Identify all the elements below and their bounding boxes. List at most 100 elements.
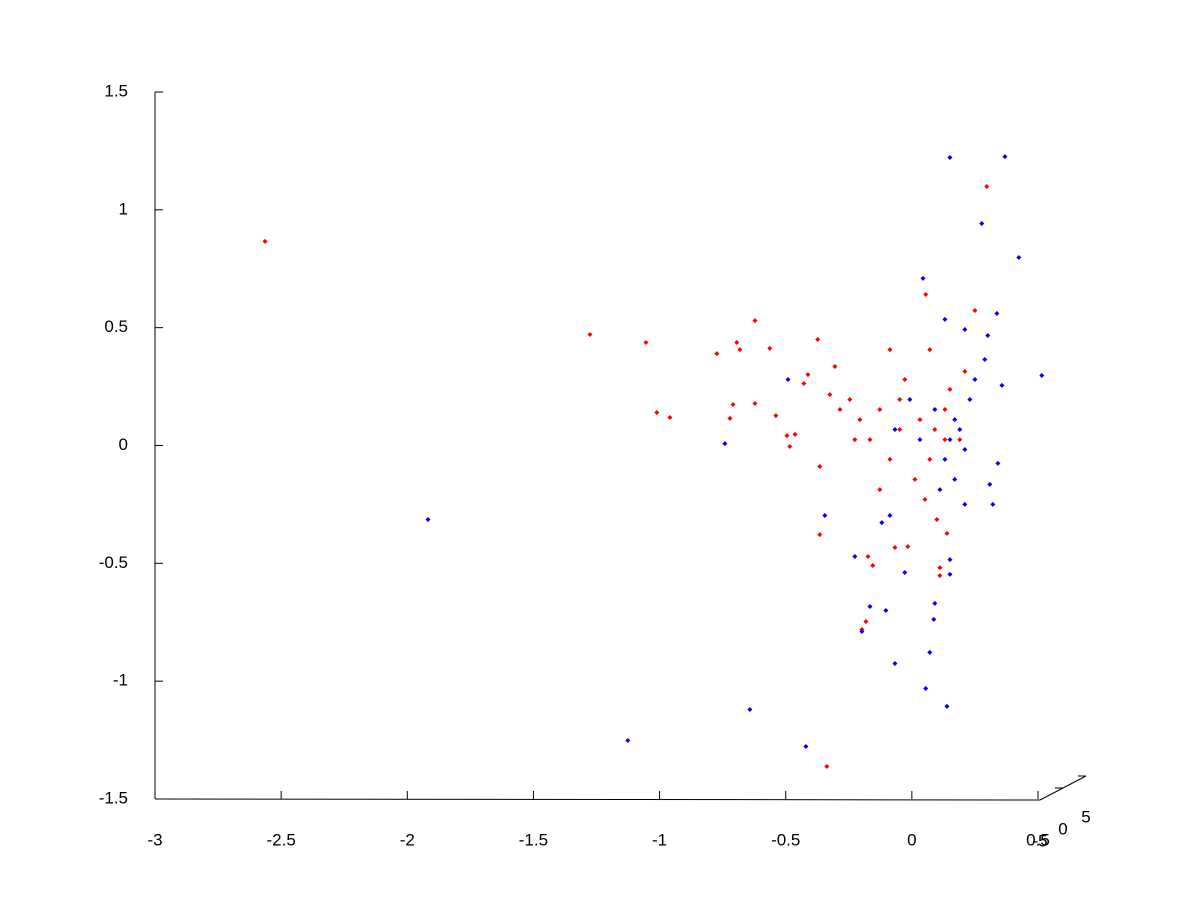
scatter-point [625,738,631,744]
scatter-point [887,347,893,353]
scatter-point [987,481,993,487]
scatter-point [905,544,911,550]
scatter-point [877,487,883,493]
scatter-point [920,275,926,281]
scatter-point [932,600,938,606]
z-tick-label: -5 [1032,831,1047,850]
scatter-point [907,397,913,403]
scatter-point [937,573,943,579]
scatter-point [587,332,593,338]
scatter-point [262,238,268,244]
x-tick-label: 0.5 [1026,830,1050,849]
scatter-point [863,619,869,625]
scatter-point [867,603,873,609]
scatter-point [967,397,973,403]
scatter-point [962,369,968,375]
scatter-point [952,476,958,482]
scatter-point [947,437,953,443]
scatter-point [867,437,873,443]
scatter-point [917,437,923,443]
scatter-point [942,456,948,462]
scatter-point [952,417,958,423]
scatter-point [892,545,898,551]
x-tick-label: -0.5 [771,830,800,849]
scatter-point [902,570,908,576]
scatter-point [667,414,673,420]
y-tick-label: 0.5 [104,317,128,336]
scatter-point [917,417,923,423]
scatter-point [883,607,889,613]
scatter-point [957,437,963,443]
scatter-point [995,460,1001,466]
scatter-point [857,417,863,423]
scatter-point [859,628,865,634]
scatter-point [815,336,821,342]
scatter-point [824,763,830,769]
scatter-point [832,364,838,370]
y-tick-label: 1.5 [104,81,128,100]
scatter-point [922,496,928,502]
scatter-point [923,291,929,297]
scatter-point [990,501,996,507]
scatter-point [1002,154,1008,160]
scatter-point [985,332,991,338]
scatter-point [942,406,948,412]
scatter-point [879,520,885,526]
x-axis [154,798,1041,801]
z-tick-label: 0 [1058,819,1067,838]
scatter-point [714,351,720,357]
scatter-point [944,530,950,536]
scatter-point [887,512,893,518]
scatter-point [937,565,943,571]
scatter-point [932,426,938,432]
scatter-point [887,456,893,462]
z-tick-label: 5 [1081,807,1090,826]
scatter-point [767,345,773,351]
scatter-point [927,649,933,655]
x-tick-label: -2.5 [266,830,295,849]
scatter-point [999,382,1005,388]
scatter-point [942,316,948,322]
scatter-point [947,386,953,392]
scatter-point [773,413,779,419]
x-tick-label: -3 [147,830,162,849]
scatter-point [897,397,903,403]
x-tick-label: 0 [907,830,916,849]
scatter-point [902,377,908,383]
scatter-point [654,410,660,416]
scatter-point [1039,373,1045,379]
scatter-point [837,406,843,412]
scatter-point [1016,254,1022,260]
scatter-point [752,401,758,407]
scatter-point [979,221,985,227]
scatter-point [730,401,736,407]
scatter-point [722,441,728,447]
x-tick-label: -1 [652,830,667,849]
scatter-point [942,437,948,443]
scatter-point [822,512,828,518]
y-tick-label: 0 [119,435,128,454]
scatter-point [962,447,968,453]
scatter-point [934,516,940,522]
scatter-point [737,347,743,353]
y-tick-label: -1.5 [99,788,128,807]
scatter-point [994,311,1000,317]
y-tick-label: -0.5 [99,553,128,572]
scatter-point [932,406,938,412]
scatter-point [852,553,858,559]
scatter-point [734,340,740,346]
scatter-point [937,487,943,493]
scatter-point [877,406,883,412]
scatter-point [984,184,990,190]
scatter-point [805,372,811,378]
scatter-point [962,501,968,507]
scatter-point [852,437,858,443]
scatter-point [803,743,809,749]
scatter-point [643,340,649,346]
scatter-point [817,532,823,538]
scatter-point [785,377,791,383]
scatter-point [927,347,933,353]
scatter-point [425,516,431,522]
x-tick-label: -2 [400,830,415,849]
scatter-point [792,431,798,437]
